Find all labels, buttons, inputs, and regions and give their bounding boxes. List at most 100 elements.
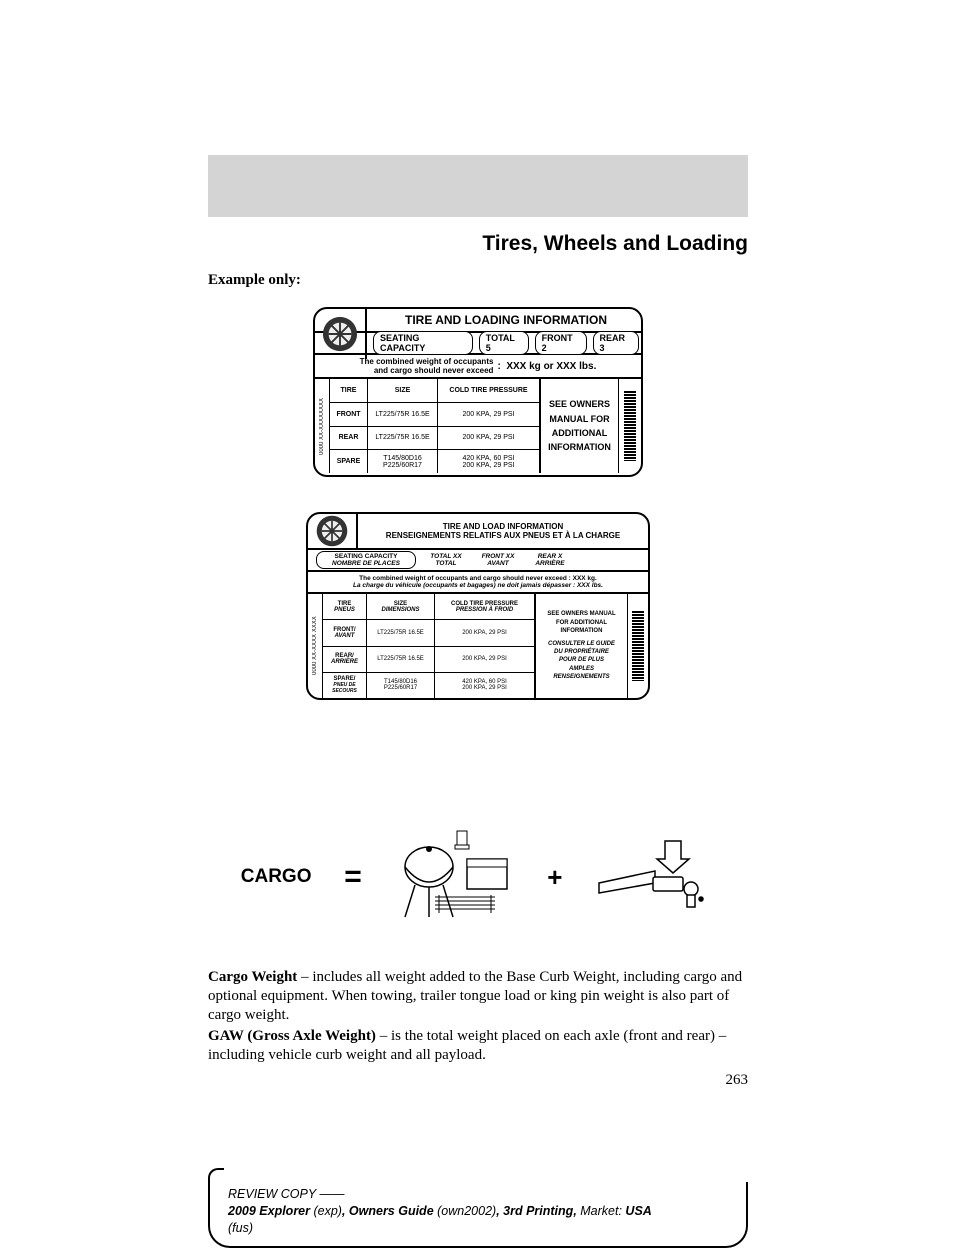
cell: LT225/75R 16.5E	[367, 647, 435, 672]
barcode	[619, 379, 641, 473]
x: X	[558, 553, 562, 560]
th-fr: PRESSION À FROID	[456, 607, 513, 613]
wheel-icon	[315, 309, 367, 359]
footer-owners: Owners Guide	[349, 1204, 434, 1218]
cell: FRONT	[330, 403, 368, 426]
cargo-word: CARGO	[241, 866, 312, 888]
combined-val-fr: XXX lbs.	[577, 582, 603, 589]
combined-val: XXX kg or XXX lbs.	[506, 361, 596, 372]
cell: 420 KPA, 60 PSI 200 KPA, 29 PSI	[438, 450, 540, 473]
cell-fr: ARRIÈRE	[331, 659, 358, 665]
combined-en: The combined weight of occupants and car…	[359, 575, 567, 582]
label2-title-en: TIRE AND LOAD INFORMATION	[443, 522, 563, 531]
cell: SPARE	[330, 450, 368, 473]
cell: REAR	[330, 427, 368, 450]
label2-table: TIREPNEUS SIZEDIMENSIONS COLD TIRE PRESS…	[322, 594, 536, 698]
para1-bold: Cargo Weight	[208, 969, 297, 985]
xx: XX	[506, 553, 515, 560]
label2-title-fr: RENSEIGNEMENTS RELATIFS AUX PNEUS ET À L…	[386, 531, 620, 540]
cell: LT225/75R 16.5E	[368, 427, 438, 450]
footer-model: 2009 Explorer	[228, 1204, 310, 1218]
th-size: SIZE	[368, 379, 438, 402]
cargo-weight-paragraph: Cargo Weight – includes all weight added…	[208, 968, 748, 1026]
th-fr: PNEUS	[334, 607, 355, 613]
front-en: FRONT	[482, 553, 504, 560]
sc-en: SEATING CAPACITY	[335, 553, 398, 560]
wheel-icon	[308, 514, 358, 548]
comma: ,	[342, 1204, 349, 1218]
rear-en: REAR	[538, 553, 556, 560]
cell: 200 KPA, 29 PSI	[438, 427, 540, 450]
cell: 200 KPA, 29 PSI	[438, 403, 540, 426]
label2-sidebox: SEE OWNERS MANUAL FOR ADDITIONAL INFORMA…	[536, 594, 628, 698]
equals-icon: =	[344, 860, 362, 894]
footer-exp: (exp)	[310, 1204, 342, 1218]
cell-fr: PNEU DE SECOURS	[324, 682, 365, 694]
front-fr: AVANT	[487, 560, 508, 567]
sb-line-fr: RENSEIGNEMENTS	[553, 674, 609, 680]
cell: 420 KPA, 60 PSI 200 KPA, 29 PSI	[435, 673, 535, 698]
cell: T145/80D16 P225/60R17	[368, 450, 438, 473]
th-tire: TIRE	[330, 379, 368, 402]
label1-vertical-code: 0000 XX-XXXXXXXX	[315, 379, 329, 473]
sb-line-fr: CONSULTER LE GUIDE	[548, 641, 615, 647]
total-fr: TOTAL	[435, 560, 456, 567]
combined-fr: La charge du véhicule (occupants et baga…	[353, 582, 571, 589]
tire-loading-label-bilingual: TIRE AND LOAD INFORMATION RENSEIGNEMENTS…	[306, 512, 650, 700]
footer-usa: USA	[625, 1204, 651, 1218]
total-en: TOTAL	[430, 553, 451, 560]
combined-line2: and cargo should never exceed	[360, 366, 494, 375]
footer-own2002: (own2002)	[434, 1204, 497, 1218]
sidebox-line: INFORMATION	[548, 440, 611, 454]
th-pressure: COLD TIRE PRESSURE	[438, 379, 540, 402]
cell: 200 KPA, 29 PSI	[435, 620, 535, 645]
table-row: SPARE T145/80D16 P225/60R17 420 KPA, 60 …	[330, 450, 540, 473]
footer-market: Market:	[580, 1204, 625, 1218]
sidebox-line: MANUAL FOR	[549, 412, 609, 426]
xx: XX	[453, 553, 462, 560]
barcode	[628, 594, 648, 698]
cell: 200 KPA, 29 PSI	[435, 647, 535, 672]
header-gray-bar	[208, 155, 748, 217]
sb-line-fr: POUR DE PLUS	[559, 657, 604, 663]
cell: T145/80D16 P225/60R17	[367, 673, 435, 698]
sc-fr: NOMBRE DE PLACES	[332, 560, 400, 567]
footer-fus: (fus)	[228, 1221, 253, 1235]
label1-title: TIRE AND LOADING INFORMATION	[405, 313, 607, 327]
luggage-grill-icon	[395, 827, 515, 927]
combined-val-en: XXX kg.	[573, 575, 597, 582]
label1-table: TIRE SIZE COLD TIRE PRESSURE FRONT LT225…	[329, 379, 541, 473]
trailer-hitch-icon	[595, 837, 715, 917]
seating-capacity-label: SEATING CAPACITY	[373, 331, 473, 355]
sb-line-fr: DU PROPRIÉTAIRE	[554, 649, 609, 655]
chapter-title: Tires, Wheels and Loading	[208, 232, 748, 256]
review-copy: REVIEW COPY ——	[228, 1186, 728, 1203]
seating-rear: REAR 3	[593, 331, 639, 355]
table-row: REAR LT225/75R 16.5E 200 KPA, 29 PSI	[330, 427, 540, 451]
label2-vertical-code: 0000 XX-XXXX XXXX	[308, 594, 322, 698]
sb-line: SEE OWNERS MANUAL	[547, 610, 615, 618]
seating-front: FRONT 2	[535, 331, 587, 355]
plus-icon: +	[547, 862, 562, 893]
para2-bold: GAW (Gross Axle Weight)	[208, 1028, 376, 1044]
page-number: 263	[208, 1072, 748, 1089]
table-row: FRONT LT225/75R 16.5E 200 KPA, 29 PSI	[330, 403, 540, 427]
sb-line: FOR ADDITIONAL	[556, 619, 607, 627]
cargo-equation: CARGO = +	[208, 822, 748, 932]
cell: LT225/75R 16.5E	[368, 403, 438, 426]
sb-line-fr: AMPLES	[569, 666, 594, 672]
sidebox-line: SEE OWNERS	[549, 397, 610, 411]
label1-sidebox: SEE OWNERS MANUAL FOR ADDITIONAL INFORMA…	[541, 379, 619, 473]
sb-line: INFORMATION	[561, 627, 603, 635]
tire-loading-label-english: TIRE AND LOADING INFORMATION SEATING CAP…	[313, 307, 643, 477]
gaw-paragraph: GAW (Gross Axle Weight) – is the total w…	[208, 1027, 748, 1065]
combined-line1: The combined weight of occupants	[360, 357, 494, 366]
example-only-label: Example only:	[208, 272, 301, 289]
cell-fr: AVANT	[335, 633, 355, 639]
cell: LT225/75R 16.5E	[367, 620, 435, 645]
seating-total: TOTAL 5	[479, 331, 529, 355]
footer-printing: 3rd Printing	[503, 1204, 573, 1218]
th-fr: DIMENSIONS	[381, 607, 419, 613]
footer-box: REVIEW COPY —— 2009 Explorer (exp), Owne…	[208, 1182, 748, 1248]
sidebox-line: ADDITIONAL	[552, 426, 608, 440]
